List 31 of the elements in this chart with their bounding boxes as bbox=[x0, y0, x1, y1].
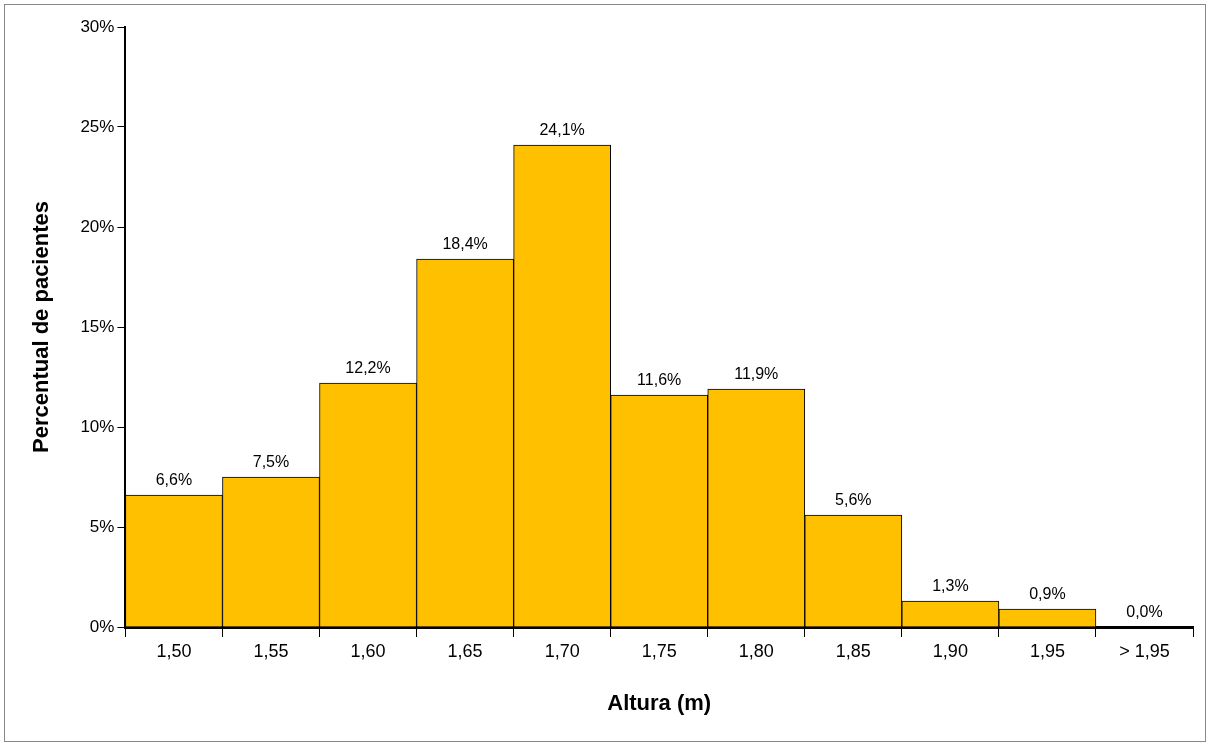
data-label: 1,3% bbox=[932, 577, 969, 595]
x-tick-label: 1,70 bbox=[544, 640, 580, 661]
y-tick-label: 15% bbox=[80, 316, 115, 336]
data-label: 12,2% bbox=[345, 359, 391, 377]
x-tick-label: 1,85 bbox=[835, 640, 871, 661]
x-tick-label: 1,80 bbox=[738, 640, 774, 661]
x-tick-label: 1,95 bbox=[1029, 640, 1065, 661]
y-tick-label: 0% bbox=[89, 616, 115, 636]
data-label: 18,4% bbox=[442, 235, 488, 253]
data-label: 0,0% bbox=[1126, 603, 1163, 621]
data-label: 11,6% bbox=[637, 371, 682, 389]
data-label: 24,1% bbox=[539, 121, 585, 139]
x-tick-label: 1,75 bbox=[641, 640, 677, 661]
x-tick-label: 1,60 bbox=[350, 640, 386, 661]
x-tick-label: > 1,95 bbox=[1119, 640, 1170, 661]
y-axis-title: Percentual de pacientes bbox=[28, 201, 54, 453]
y-tick-label: 10% bbox=[80, 416, 115, 436]
data-label: 0,9% bbox=[1029, 585, 1066, 603]
data-label: 11,9% bbox=[734, 365, 779, 383]
data-label: 5,6% bbox=[835, 491, 872, 509]
x-axis-title: Altura (m) bbox=[607, 689, 712, 715]
data-label: 7,5% bbox=[252, 453, 290, 471]
x-tick-label: 1,50 bbox=[156, 640, 192, 661]
x-tick-label: 1,90 bbox=[932, 640, 968, 661]
y-tick-label: 30% bbox=[80, 16, 115, 36]
x-tick-label: 1,65 bbox=[447, 640, 483, 661]
y-tick-label: 20% bbox=[80, 216, 115, 236]
y-tick-label: 5% bbox=[89, 516, 115, 536]
data-label: 6,6% bbox=[155, 471, 193, 489]
x-tick-label: 1,55 bbox=[253, 640, 289, 661]
y-tick-label: 25% bbox=[80, 116, 115, 136]
